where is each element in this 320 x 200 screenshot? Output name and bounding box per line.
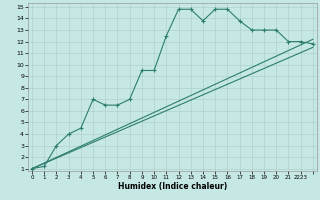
- X-axis label: Humidex (Indice chaleur): Humidex (Indice chaleur): [118, 182, 227, 191]
